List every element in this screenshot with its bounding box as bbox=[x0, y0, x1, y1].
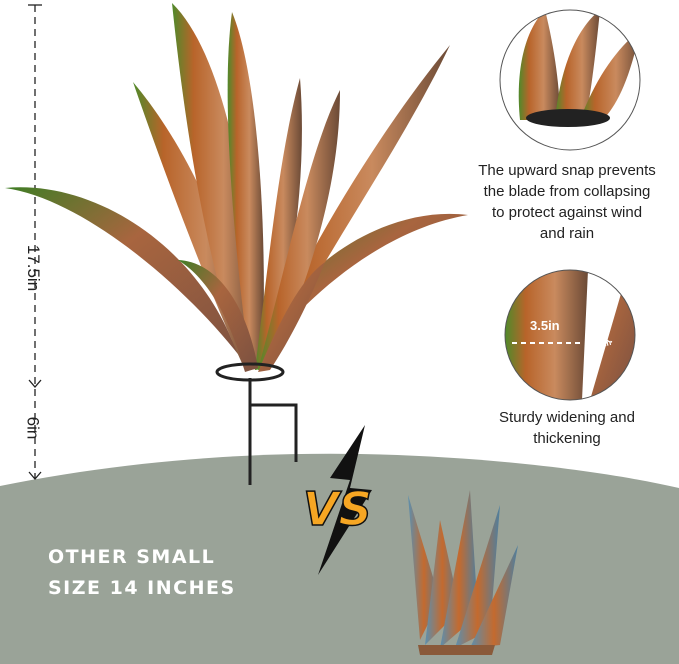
dimension-line bbox=[28, 4, 42, 480]
caption-line: the blade from collapsing bbox=[483, 183, 651, 200]
caption-line: Sturdy widening and bbox=[499, 409, 635, 426]
caption-line: thickening bbox=[533, 430, 601, 447]
snap-caption: The upward snap prevents the blade from … bbox=[455, 160, 679, 244]
vs-label: VS bbox=[303, 482, 372, 536]
other-size-label: OTHER SMALL SIZE 14 INCHES bbox=[48, 542, 236, 604]
small-agave-plant bbox=[408, 490, 518, 655]
ground bbox=[0, 453, 679, 664]
stake bbox=[248, 378, 298, 485]
other-line: OTHER SMALL bbox=[48, 546, 216, 568]
caption-line: and rain bbox=[539, 225, 595, 242]
height-dimension-label: 17.5in bbox=[24, 244, 44, 292]
thickness-caption: Sturdy widening and thickening bbox=[455, 407, 679, 449]
caption-line: to protect against wind bbox=[491, 204, 643, 221]
width-label: 3.5in bbox=[530, 318, 560, 333]
agave-plant bbox=[5, 3, 468, 382]
vs-badge: VS bbox=[302, 425, 372, 575]
lightning-bolt-icon bbox=[318, 425, 372, 575]
stake-dimension-label: 6in bbox=[23, 416, 43, 440]
other-line: SIZE 14 INCHES bbox=[48, 577, 236, 599]
caption-line: The upward snap prevents bbox=[478, 162, 656, 179]
base-ring bbox=[215, 362, 285, 382]
detail-circle-thickness bbox=[505, 270, 635, 400]
detail-circle-snap bbox=[500, 10, 640, 150]
